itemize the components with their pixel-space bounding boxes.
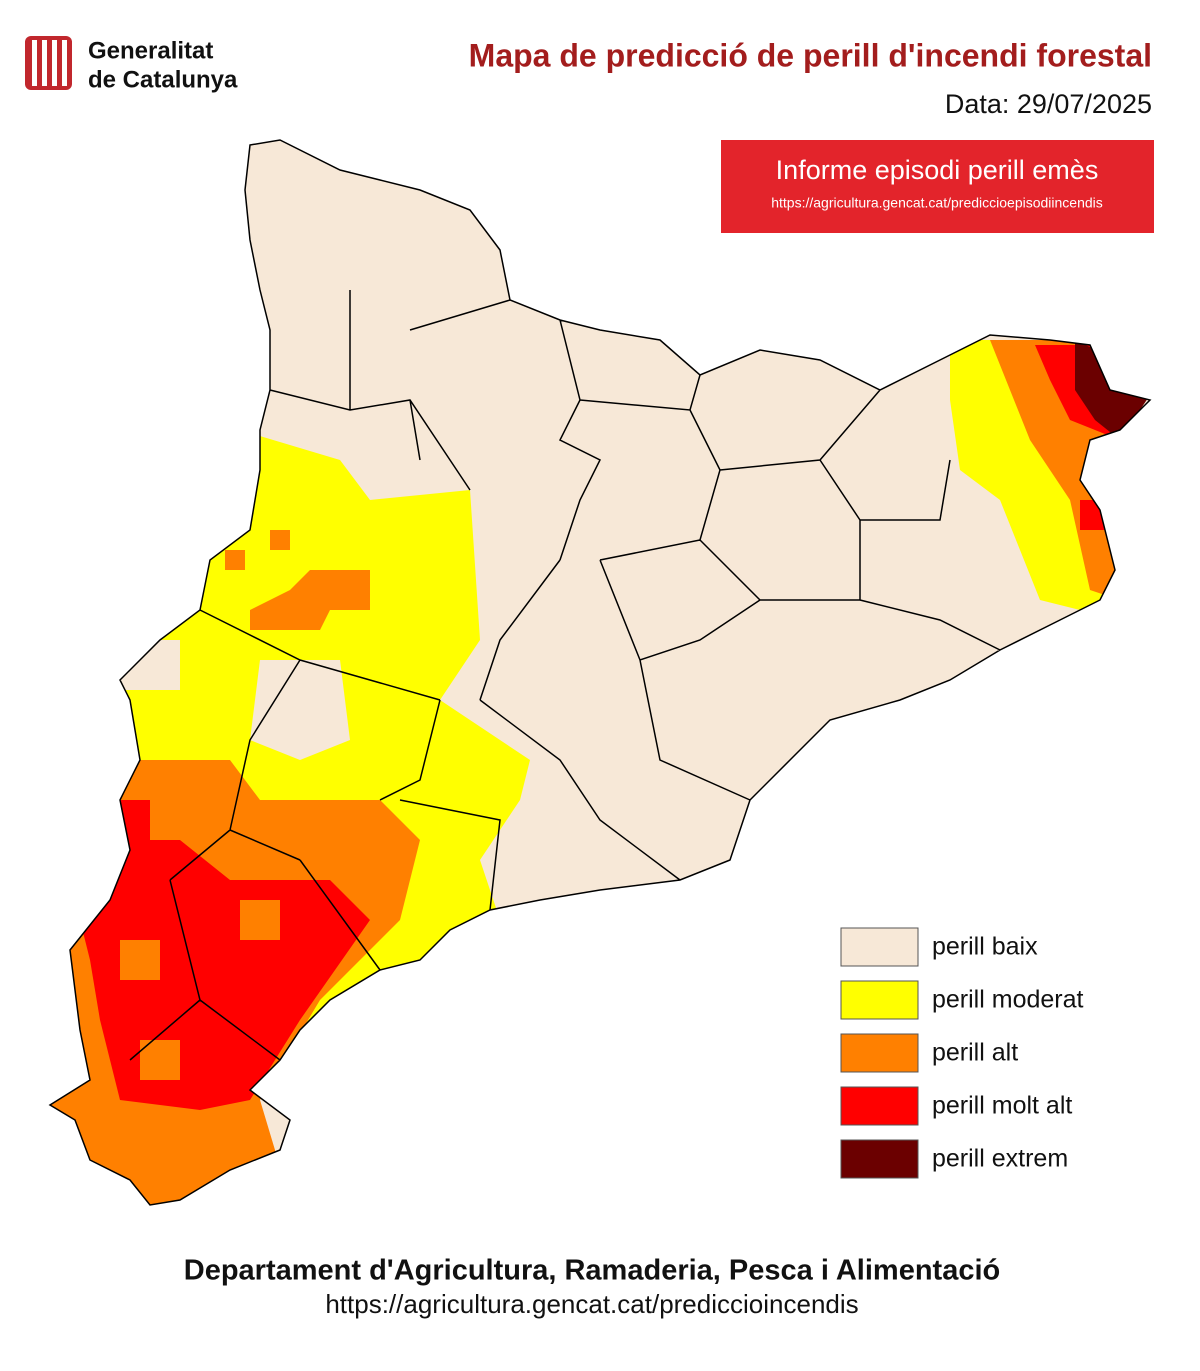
zone-low xyxy=(120,640,350,760)
legend-label: perill alt xyxy=(932,1039,1018,1067)
region-borders xyxy=(48,139,1152,1206)
logo: Generalitat de Catalunya xyxy=(25,36,238,93)
title: Mapa de predicció de perill d'incendi fo… xyxy=(469,37,1152,73)
zone-very-high xyxy=(60,800,370,1110)
logo-text: de Catalunya xyxy=(88,66,238,93)
legend-swatch xyxy=(840,1086,919,1126)
legend-swatch xyxy=(840,1139,919,1179)
banner-url[interactable]: https://agricultura.gencat.cat/prediccio… xyxy=(771,195,1103,211)
legend-swatch xyxy=(840,980,919,1020)
logo-stripes xyxy=(32,40,67,86)
date: Data: 29/07/2025 xyxy=(945,89,1152,119)
legend: perill baix perill moderat perill alt peril… xyxy=(840,927,1084,1179)
banner[interactable] xyxy=(721,140,1154,233)
legend-swatch xyxy=(840,1033,919,1073)
footer-department: Departament d'Agricultura, Ramaderia, Pe… xyxy=(184,1255,1000,1287)
zone-high xyxy=(225,530,370,630)
legend-label: perill baix xyxy=(932,933,1038,961)
logo-text: Generalitat xyxy=(88,37,213,64)
legend-label: perill molt alt xyxy=(932,1092,1072,1120)
legend-label: perill extrem xyxy=(932,1145,1068,1173)
legend-label: perill moderat xyxy=(932,986,1084,1014)
zone-high xyxy=(120,900,280,1080)
map xyxy=(48,139,1152,1206)
legend-swatch xyxy=(840,927,919,967)
footer-url[interactable]: https://agricultura.gencat.cat/prediccio… xyxy=(325,1289,858,1319)
banner-text[interactable]: Informe episodi perill emès xyxy=(776,155,1099,185)
